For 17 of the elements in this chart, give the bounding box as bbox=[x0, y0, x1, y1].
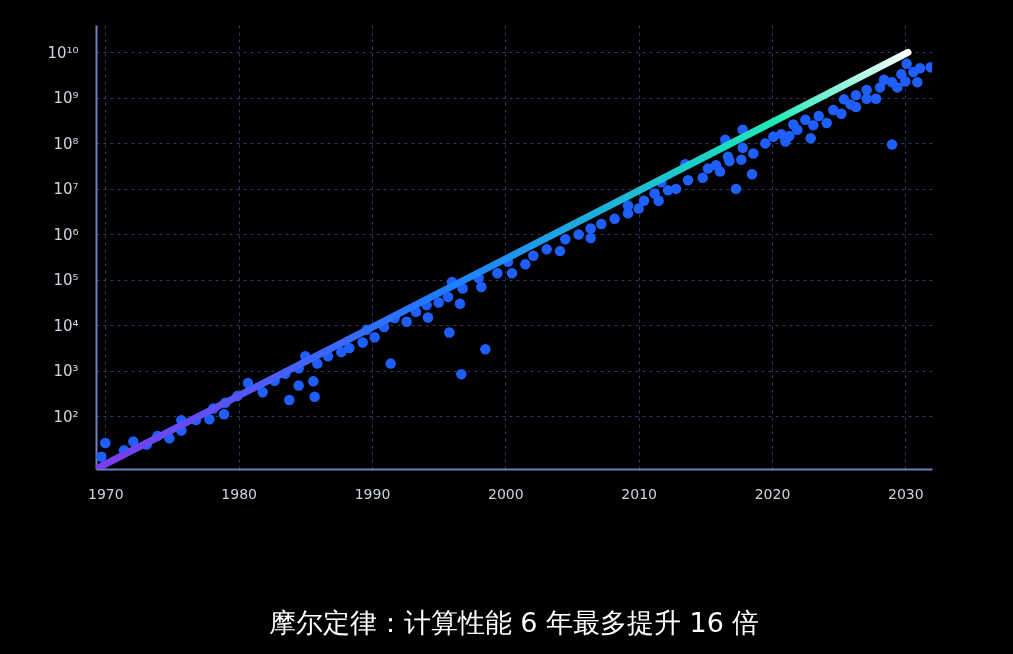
x-tick-label: 2000 bbox=[488, 485, 524, 502]
y-tick-label: 10³ bbox=[53, 362, 79, 381]
y-tick-label: 10¹⁰ bbox=[47, 43, 79, 62]
y-tick-label: 10⁶ bbox=[53, 225, 79, 244]
y-tick-label: 10⁴ bbox=[53, 316, 79, 335]
x-tick-label: 2030 bbox=[888, 485, 924, 502]
y-tick-label: 10² bbox=[53, 407, 79, 426]
x-tick-label: 1970 bbox=[88, 485, 124, 502]
x-tick-label: 2020 bbox=[754, 485, 791, 502]
y-tick-label: 10⁹ bbox=[53, 89, 79, 108]
x-tick-label: 1990 bbox=[354, 485, 391, 502]
text: 摩尔定律：计算性能 6 年最多提升 16 倍 bbox=[268, 607, 760, 638]
x-tick-label: 1980 bbox=[221, 485, 257, 502]
x-tick-label: 2010 bbox=[621, 485, 657, 502]
y-tick-label: 10⁸ bbox=[53, 134, 79, 153]
y-tick-label: 10⁵ bbox=[53, 271, 79, 290]
y-tick-label: 10⁷ bbox=[53, 180, 79, 199]
